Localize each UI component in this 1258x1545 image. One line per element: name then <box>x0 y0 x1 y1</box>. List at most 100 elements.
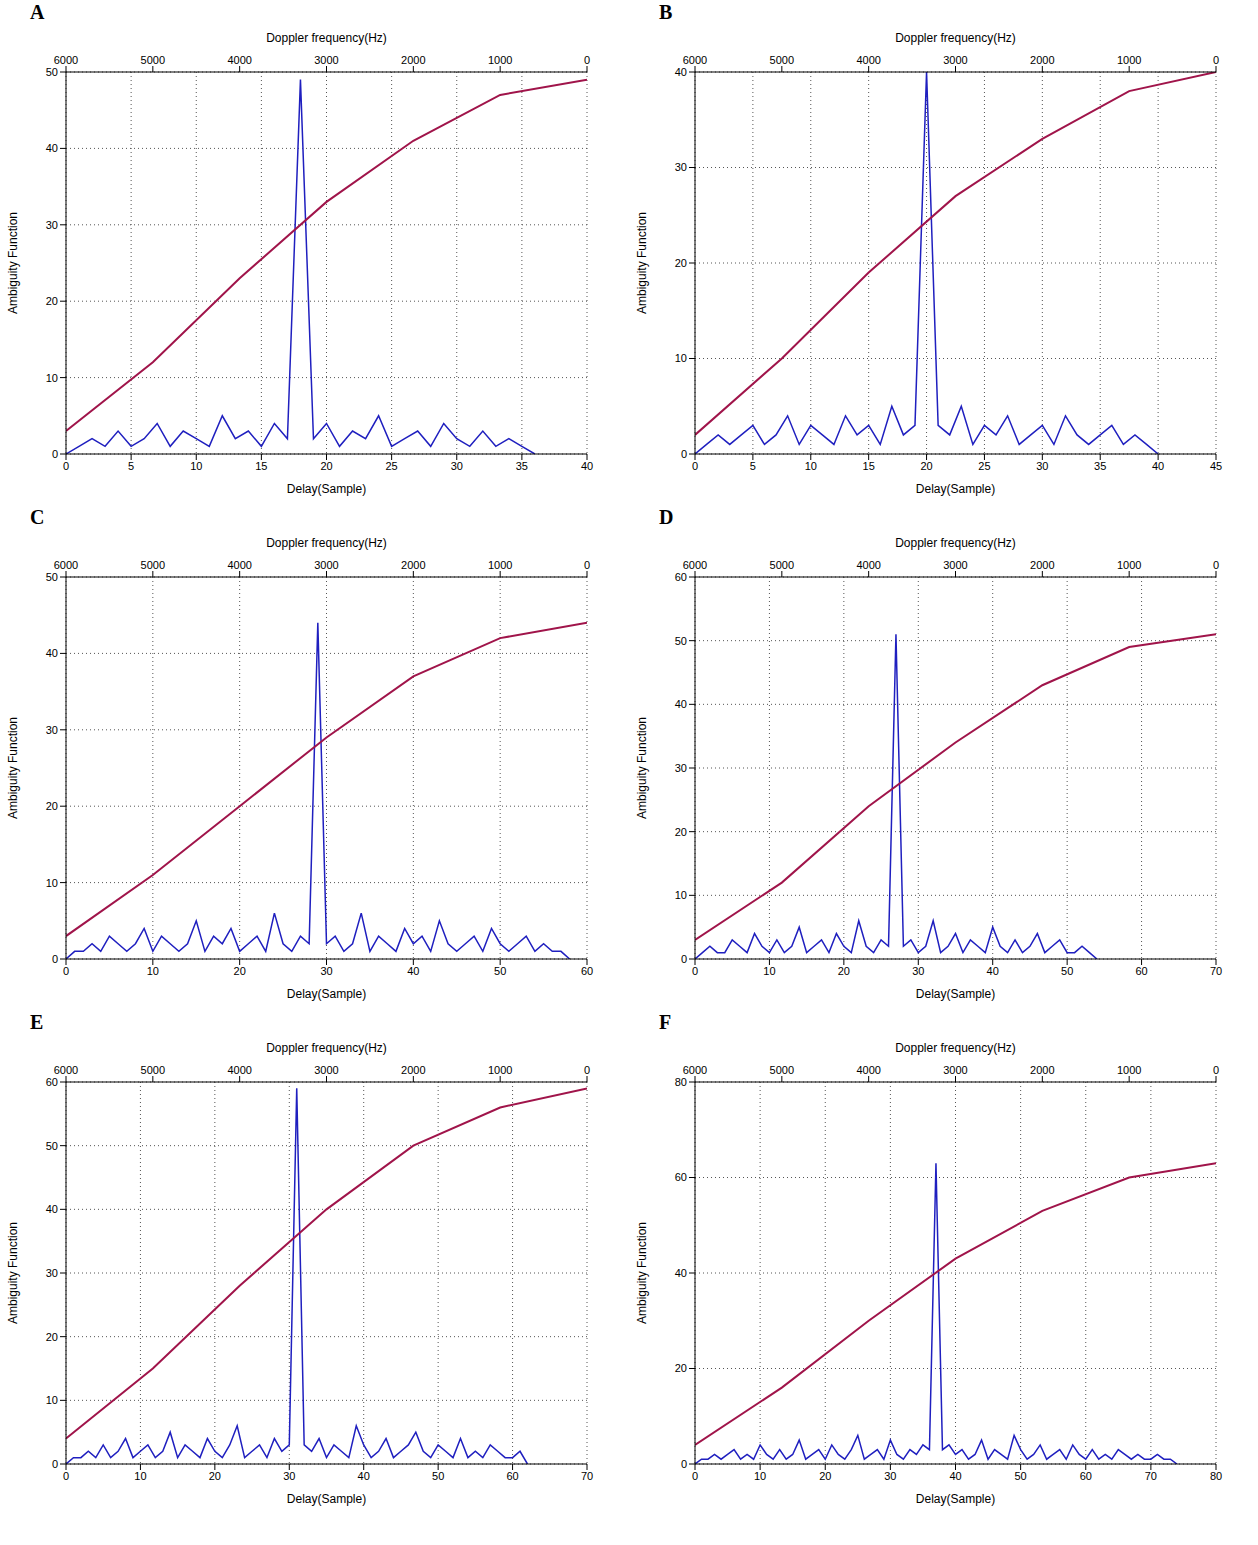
svg-text:1000: 1000 <box>1117 559 1141 571</box>
svg-text:Doppler frequency(Hz): Doppler frequency(Hz) <box>895 1041 1016 1055</box>
svg-text:40: 40 <box>1152 460 1164 472</box>
svg-text:40: 40 <box>675 66 687 78</box>
svg-text:0: 0 <box>52 448 58 460</box>
svg-text:0: 0 <box>681 448 687 460</box>
svg-text:40: 40 <box>675 698 687 710</box>
svg-text:Delay(Sample): Delay(Sample) <box>916 482 995 496</box>
svg-text:70: 70 <box>1210 965 1222 977</box>
svg-text:50: 50 <box>432 1470 444 1482</box>
svg-text:45: 45 <box>1210 460 1222 472</box>
svg-text:5000: 5000 <box>141 1064 165 1076</box>
svg-text:40: 40 <box>407 965 419 977</box>
svg-text:3000: 3000 <box>314 559 338 571</box>
svg-text:20: 20 <box>209 1470 221 1482</box>
svg-text:60: 60 <box>675 571 687 583</box>
svg-text:Ambiguity Function: Ambiguity Function <box>6 717 20 819</box>
svg-text:0: 0 <box>584 54 590 66</box>
svg-text:Ambiguity Function: Ambiguity Function <box>6 212 20 314</box>
svg-text:3000: 3000 <box>943 559 967 571</box>
svg-text:1000: 1000 <box>488 559 512 571</box>
svg-text:4000: 4000 <box>227 54 251 66</box>
svg-text:Doppler frequency(Hz): Doppler frequency(Hz) <box>266 1041 387 1055</box>
svg-text:Delay(Sample): Delay(Sample) <box>287 1492 366 1506</box>
svg-text:Doppler frequency(Hz): Doppler frequency(Hz) <box>895 31 1016 45</box>
svg-text:3000: 3000 <box>314 54 338 66</box>
svg-text:0: 0 <box>63 460 69 472</box>
svg-text:15: 15 <box>255 460 267 472</box>
svg-text:80: 80 <box>675 1076 687 1088</box>
svg-text:5000: 5000 <box>770 559 794 571</box>
svg-text:0: 0 <box>52 953 58 965</box>
svg-text:Doppler frequency(Hz): Doppler frequency(Hz) <box>895 536 1016 550</box>
svg-text:35: 35 <box>1094 460 1106 472</box>
svg-text:6000: 6000 <box>683 54 707 66</box>
svg-text:5: 5 <box>750 460 756 472</box>
svg-text:10: 10 <box>46 877 58 889</box>
svg-text:10: 10 <box>134 1470 146 1482</box>
svg-text:30: 30 <box>912 965 924 977</box>
svg-text:5000: 5000 <box>770 1064 794 1076</box>
svg-text:10: 10 <box>763 965 775 977</box>
svg-text:10: 10 <box>805 460 817 472</box>
svg-text:40: 40 <box>949 1470 961 1482</box>
svg-text:5000: 5000 <box>141 559 165 571</box>
svg-text:Delay(Sample): Delay(Sample) <box>287 482 366 496</box>
svg-text:2000: 2000 <box>401 559 425 571</box>
svg-text:50: 50 <box>1015 1470 1027 1482</box>
svg-text:15: 15 <box>863 460 875 472</box>
svg-text:Doppler frequency(Hz): Doppler frequency(Hz) <box>266 536 387 550</box>
svg-text:70: 70 <box>1145 1470 1157 1482</box>
svg-text:20: 20 <box>838 965 850 977</box>
svg-text:40: 40 <box>675 1267 687 1279</box>
svg-text:50: 50 <box>46 66 58 78</box>
svg-text:6000: 6000 <box>683 1064 707 1076</box>
svg-text:30: 30 <box>675 762 687 774</box>
svg-text:30: 30 <box>320 965 332 977</box>
svg-text:30: 30 <box>46 1267 58 1279</box>
svg-text:30: 30 <box>46 724 58 736</box>
svg-text:20: 20 <box>46 295 58 307</box>
svg-text:60: 60 <box>1135 965 1147 977</box>
svg-text:2000: 2000 <box>401 54 425 66</box>
svg-text:4000: 4000 <box>856 559 880 571</box>
svg-text:1000: 1000 <box>1117 54 1141 66</box>
svg-text:0: 0 <box>692 965 698 977</box>
svg-text:2000: 2000 <box>1030 54 1054 66</box>
svg-text:3000: 3000 <box>943 54 967 66</box>
svg-text:5000: 5000 <box>141 54 165 66</box>
svg-text:50: 50 <box>1061 965 1073 977</box>
svg-text:Delay(Sample): Delay(Sample) <box>287 987 366 1001</box>
svg-text:20: 20 <box>234 965 246 977</box>
svg-text:10: 10 <box>46 1394 58 1406</box>
svg-text:30: 30 <box>884 1470 896 1482</box>
svg-text:0: 0 <box>1213 559 1219 571</box>
svg-text:40: 40 <box>46 1203 58 1215</box>
svg-text:0: 0 <box>584 1064 590 1076</box>
svg-text:30: 30 <box>46 219 58 231</box>
svg-text:40: 40 <box>581 460 593 472</box>
svg-text:Delay(Sample): Delay(Sample) <box>916 987 995 1001</box>
svg-text:0: 0 <box>63 1470 69 1482</box>
svg-text:5: 5 <box>128 460 134 472</box>
svg-text:20: 20 <box>819 1470 831 1482</box>
svg-text:10: 10 <box>675 889 687 901</box>
svg-text:4000: 4000 <box>227 1064 251 1076</box>
svg-text:80: 80 <box>1210 1470 1222 1482</box>
svg-text:40: 40 <box>987 965 999 977</box>
svg-text:3000: 3000 <box>314 1064 338 1076</box>
svg-text:0: 0 <box>1213 54 1219 66</box>
svg-text:0: 0 <box>681 1458 687 1470</box>
svg-text:Doppler frequency(Hz): Doppler frequency(Hz) <box>266 31 387 45</box>
svg-text:3000: 3000 <box>943 1064 967 1076</box>
svg-text:1000: 1000 <box>488 1064 512 1076</box>
svg-text:40: 40 <box>46 142 58 154</box>
svg-text:30: 30 <box>675 161 687 173</box>
svg-text:1000: 1000 <box>488 54 512 66</box>
svg-text:60: 60 <box>1080 1470 1092 1482</box>
svg-text:20: 20 <box>920 460 932 472</box>
svg-text:20: 20 <box>46 1331 58 1343</box>
svg-text:4000: 4000 <box>856 1064 880 1076</box>
svg-text:30: 30 <box>1036 460 1048 472</box>
svg-text:4000: 4000 <box>227 559 251 571</box>
svg-text:5000: 5000 <box>770 54 794 66</box>
